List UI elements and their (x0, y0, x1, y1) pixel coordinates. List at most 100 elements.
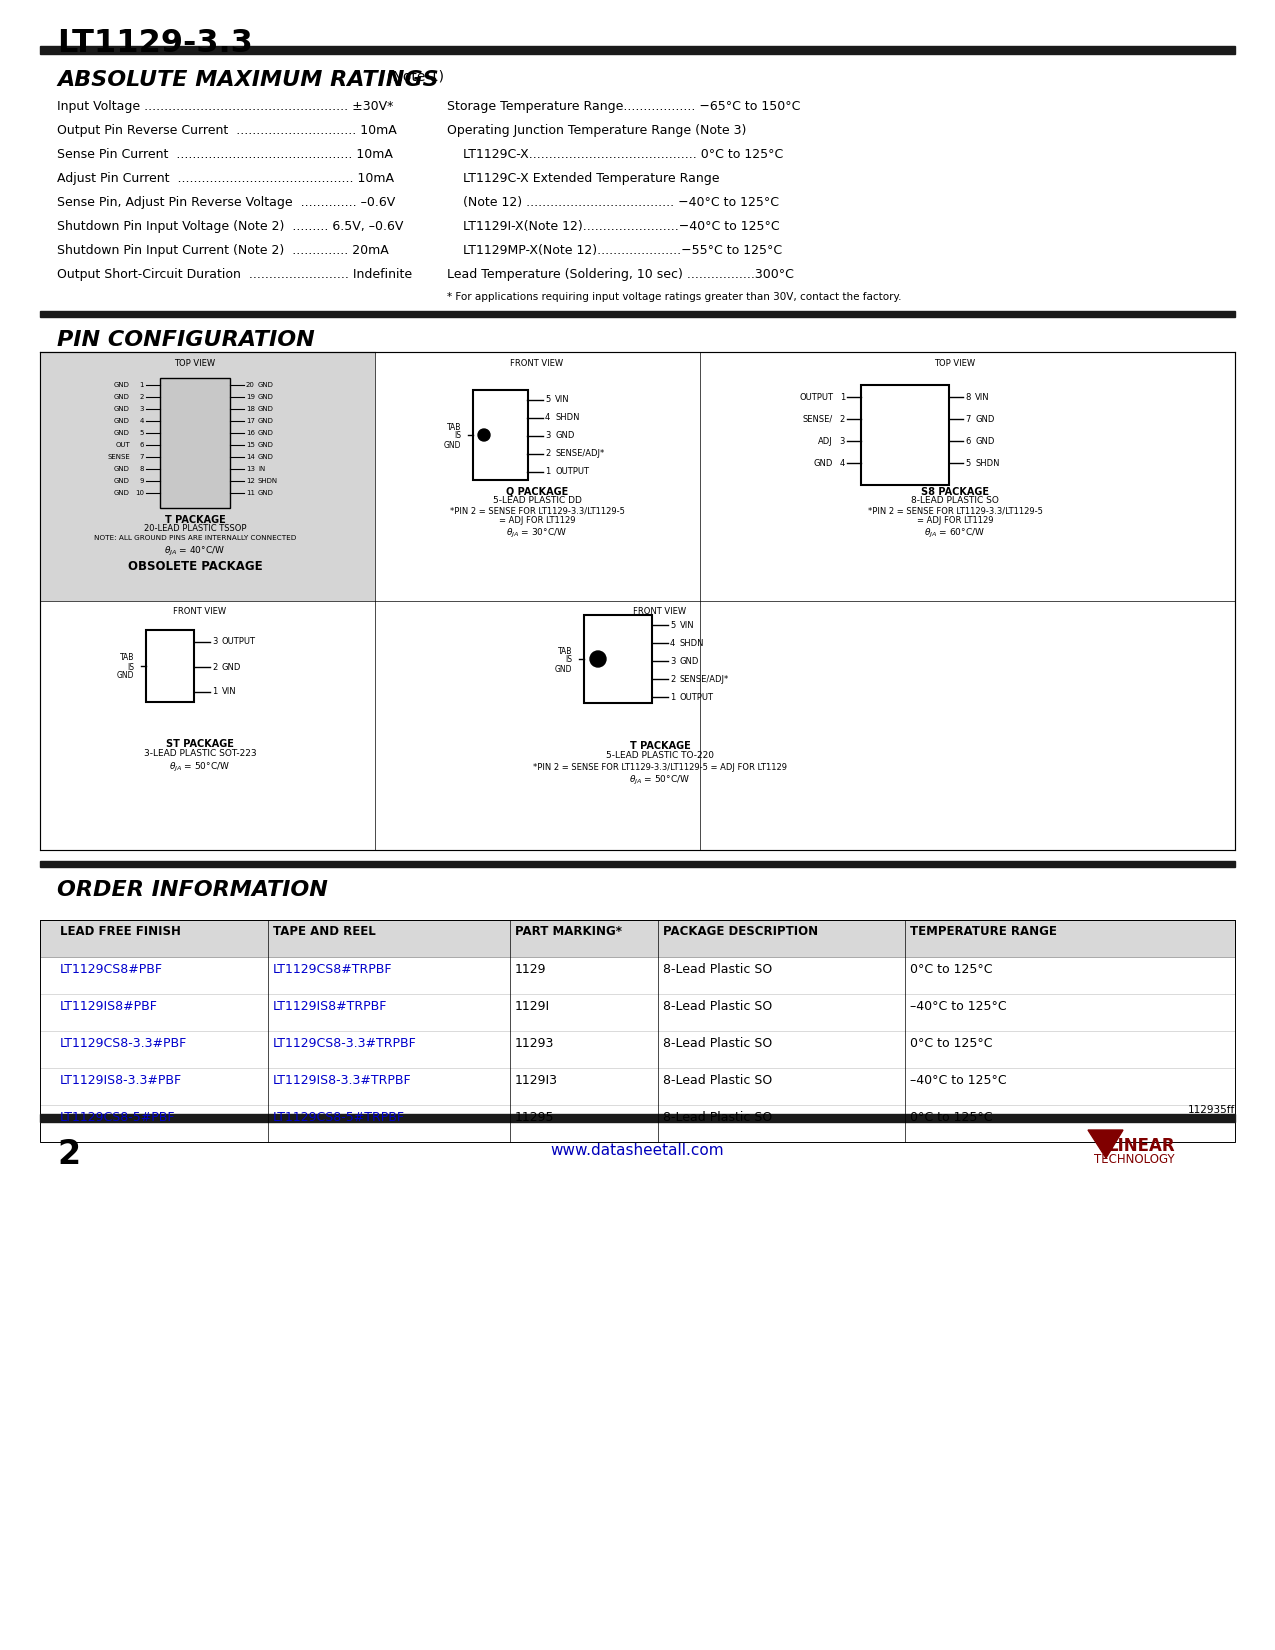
Text: LT1129C-X Extended Temperature Range: LT1129C-X Extended Temperature Range (448, 172, 719, 185)
Text: 4: 4 (140, 417, 144, 424)
Bar (40, 310, 1235, 317)
Bar (40, 1106, 1235, 1142)
Text: 10: 10 (135, 490, 144, 497)
Text: 11293: 11293 (515, 1036, 555, 1049)
Text: SENSE/ADJ*: SENSE/ADJ* (680, 675, 729, 683)
Text: 2: 2 (840, 414, 845, 424)
Text: S8 PACKAGE: S8 PACKAGE (921, 487, 989, 497)
Text: Shutdown Pin Input Voltage (Note 2)  ......... 6.5V, –0.6V: Shutdown Pin Input Voltage (Note 2) ....… (57, 219, 403, 233)
Text: GND: GND (115, 465, 130, 472)
Text: GND: GND (813, 459, 833, 467)
Text: OUTPUT: OUTPUT (555, 467, 589, 477)
Text: LT1129CS8#PBF: LT1129CS8#PBF (60, 964, 163, 977)
Bar (584, 615, 652, 703)
Text: ABSOLUTE MAXIMUM RATINGS: ABSOLUTE MAXIMUM RATINGS (57, 69, 439, 91)
Text: *PIN 2 = SENSE FOR LT1129-3.3/LT1129-5: *PIN 2 = SENSE FOR LT1129-3.3/LT1129-5 (867, 507, 1043, 516)
Bar (159, 378, 230, 508)
Text: Shutdown Pin Input Current (Note 2)  .............. 20mA: Shutdown Pin Input Current (Note 2) ....… (57, 244, 389, 257)
Text: OUT: OUT (115, 442, 130, 449)
Text: LT1129IS8-3.3#PBF: LT1129IS8-3.3#PBF (60, 1074, 182, 1087)
Text: 8-Lead Plastic SO: 8-Lead Plastic SO (663, 1110, 773, 1124)
Text: LT1129C-X.......................................... 0°C to 125°C: LT1129C-X...............................… (448, 148, 783, 162)
Text: OUTPUT: OUTPUT (799, 393, 833, 401)
Text: 3: 3 (544, 432, 551, 441)
Text: FRONT VIEW: FRONT VIEW (510, 360, 564, 368)
Text: TEMPERATURE RANGE: TEMPERATURE RANGE (910, 926, 1057, 937)
Text: TAB: TAB (120, 653, 134, 663)
Text: Lead Temperature (Soldering, 10 sec) .................300°C: Lead Temperature (Soldering, 10 sec) ...… (448, 267, 794, 280)
Text: 1: 1 (139, 383, 144, 388)
Text: GND: GND (975, 414, 994, 424)
Text: GND: GND (258, 394, 274, 399)
Text: 20-LEAD PLASTIC TSSOP: 20-LEAD PLASTIC TSSOP (144, 525, 246, 533)
Text: 1129I3: 1129I3 (515, 1074, 558, 1087)
Text: 8-Lead Plastic SO: 8-Lead Plastic SO (663, 1074, 773, 1087)
Circle shape (478, 429, 490, 441)
Text: 16: 16 (246, 431, 255, 436)
Text: *PIN 2 = SENSE FOR LT1129-3.3/LT1129-5: *PIN 2 = SENSE FOR LT1129-3.3/LT1129-5 (450, 507, 625, 516)
Circle shape (590, 652, 606, 667)
Text: 11295: 11295 (515, 1110, 555, 1124)
Text: Input Voltage ................................................... ±30V*: Input Voltage ..........................… (57, 101, 394, 112)
Text: $\theta_{JA}$ = 50°C/W: $\theta_{JA}$ = 50°C/W (630, 774, 691, 787)
Text: GND: GND (115, 417, 130, 424)
Bar (40, 921, 1235, 1142)
Text: OUTPUT: OUTPUT (680, 693, 714, 701)
Text: TAPE AND REEL: TAPE AND REEL (273, 926, 376, 937)
Bar (40, 957, 1235, 993)
Text: LINEAR: LINEAR (1108, 1137, 1176, 1155)
Text: GND: GND (115, 383, 130, 388)
Text: 6: 6 (139, 442, 144, 449)
Text: 1: 1 (840, 393, 845, 401)
Text: 8: 8 (139, 465, 144, 472)
Text: 5: 5 (140, 431, 144, 436)
Text: GND: GND (680, 657, 700, 665)
Text: 18: 18 (246, 406, 255, 412)
Text: 5-LEAD PLASTIC TO-220: 5-LEAD PLASTIC TO-220 (606, 751, 714, 761)
Text: SENSE/: SENSE/ (803, 414, 833, 424)
Text: SHDN: SHDN (555, 414, 580, 422)
Text: SHDN: SHDN (975, 459, 1000, 467)
Text: 1: 1 (669, 693, 676, 701)
Text: = ADJ FOR LT1129: = ADJ FOR LT1129 (499, 516, 575, 525)
Text: 2: 2 (544, 449, 551, 459)
Bar (473, 389, 528, 480)
Text: 6: 6 (965, 437, 970, 446)
Text: LT1129CS8-3.3#PBF: LT1129CS8-3.3#PBF (60, 1036, 187, 1049)
Text: 8: 8 (965, 393, 970, 401)
Text: 8-Lead Plastic SO: 8-Lead Plastic SO (663, 964, 773, 977)
Text: GND: GND (115, 431, 130, 436)
Text: ST PACKAGE: ST PACKAGE (166, 739, 233, 749)
Text: VIN: VIN (222, 688, 237, 696)
Bar (40, 351, 1235, 850)
Text: 5: 5 (669, 620, 676, 630)
Polygon shape (1088, 1130, 1123, 1158)
Text: 112935ff: 112935ff (1188, 1106, 1235, 1115)
Text: VIN: VIN (975, 393, 989, 401)
Text: 3: 3 (212, 637, 217, 647)
Text: GND: GND (115, 406, 130, 412)
Text: 1: 1 (212, 688, 217, 696)
Text: ADJ: ADJ (819, 437, 833, 446)
Text: TOP VIEW: TOP VIEW (175, 360, 215, 368)
Text: 2: 2 (57, 1138, 80, 1172)
Text: GND: GND (258, 490, 274, 497)
Text: 0°C to 125°C: 0°C to 125°C (910, 964, 992, 977)
Text: Output Short-Circuit Duration  ......................... Indefinite: Output Short-Circuit Duration ..........… (57, 267, 412, 280)
Text: 14: 14 (246, 454, 255, 460)
Text: SENSE/ADJ*: SENSE/ADJ* (555, 449, 604, 459)
Text: PIN CONFIGURATION: PIN CONFIGURATION (57, 330, 315, 350)
Text: TECHNOLOGY: TECHNOLOGY (1094, 1153, 1176, 1167)
Text: GND: GND (555, 432, 574, 441)
Text: Q PACKAGE: Q PACKAGE (506, 487, 569, 497)
Text: 5: 5 (544, 396, 551, 404)
Text: Sense Pin, Adjust Pin Reverse Voltage  .............. –0.6V: Sense Pin, Adjust Pin Reverse Voltage ..… (57, 196, 395, 210)
Bar (40, 921, 1235, 957)
Text: 1129I: 1129I (515, 1000, 550, 1013)
Text: IS: IS (454, 432, 462, 441)
Text: 17: 17 (246, 417, 255, 424)
Text: * For applications requiring input voltage ratings greater than 30V, contact the: * For applications requiring input volta… (448, 292, 901, 302)
Text: Output Pin Reverse Current  .............................. 10mA: Output Pin Reverse Current .............… (57, 124, 397, 137)
Text: PACKAGE DESCRIPTION: PACKAGE DESCRIPTION (663, 926, 819, 937)
Text: GND: GND (115, 478, 130, 483)
